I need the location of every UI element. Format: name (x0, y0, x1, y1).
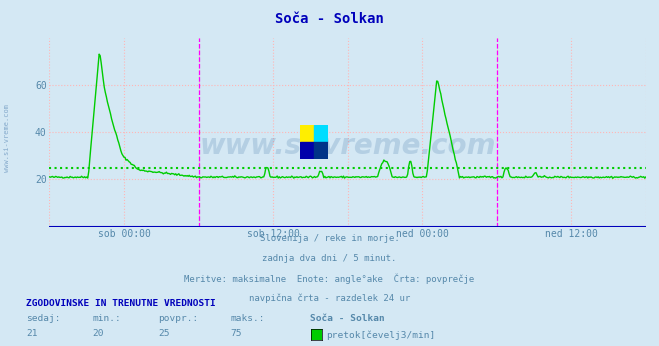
Text: 25: 25 (158, 329, 169, 338)
Text: povpr.:: povpr.: (158, 314, 198, 323)
Text: sedaj:: sedaj: (26, 314, 61, 323)
Text: 20: 20 (92, 329, 103, 338)
Text: maks.:: maks.: (231, 314, 265, 323)
Bar (314, 125, 328, 142)
Text: zadnja dva dni / 5 minut.: zadnja dva dni / 5 minut. (262, 254, 397, 263)
Text: 21: 21 (26, 329, 38, 338)
Text: www.si-vreme.com: www.si-vreme.com (3, 104, 10, 172)
Text: Slovenija / reke in morje.: Slovenija / reke in morje. (260, 234, 399, 243)
Text: min.:: min.: (92, 314, 121, 323)
Text: navpična črta - razdelek 24 ur: navpična črta - razdelek 24 ur (249, 294, 410, 303)
Text: Soča - Solkan: Soča - Solkan (310, 314, 384, 323)
Text: ZGODOVINSKE IN TRENUTNE VREDNOSTI: ZGODOVINSKE IN TRENUTNE VREDNOSTI (26, 299, 216, 308)
Text: www.si-vreme.com: www.si-vreme.com (200, 131, 496, 160)
Text: Meritve: maksimalne  Enote: angle°ake  Črta: povprečje: Meritve: maksimalne Enote: angle°ake Črt… (185, 274, 474, 284)
Bar (300, 142, 314, 159)
Bar (300, 125, 314, 142)
Text: 75: 75 (231, 329, 242, 338)
Text: pretok[čevelj3/min]: pretok[čevelj3/min] (326, 331, 436, 340)
Text: Soča - Solkan: Soča - Solkan (275, 12, 384, 26)
Bar (314, 142, 328, 159)
